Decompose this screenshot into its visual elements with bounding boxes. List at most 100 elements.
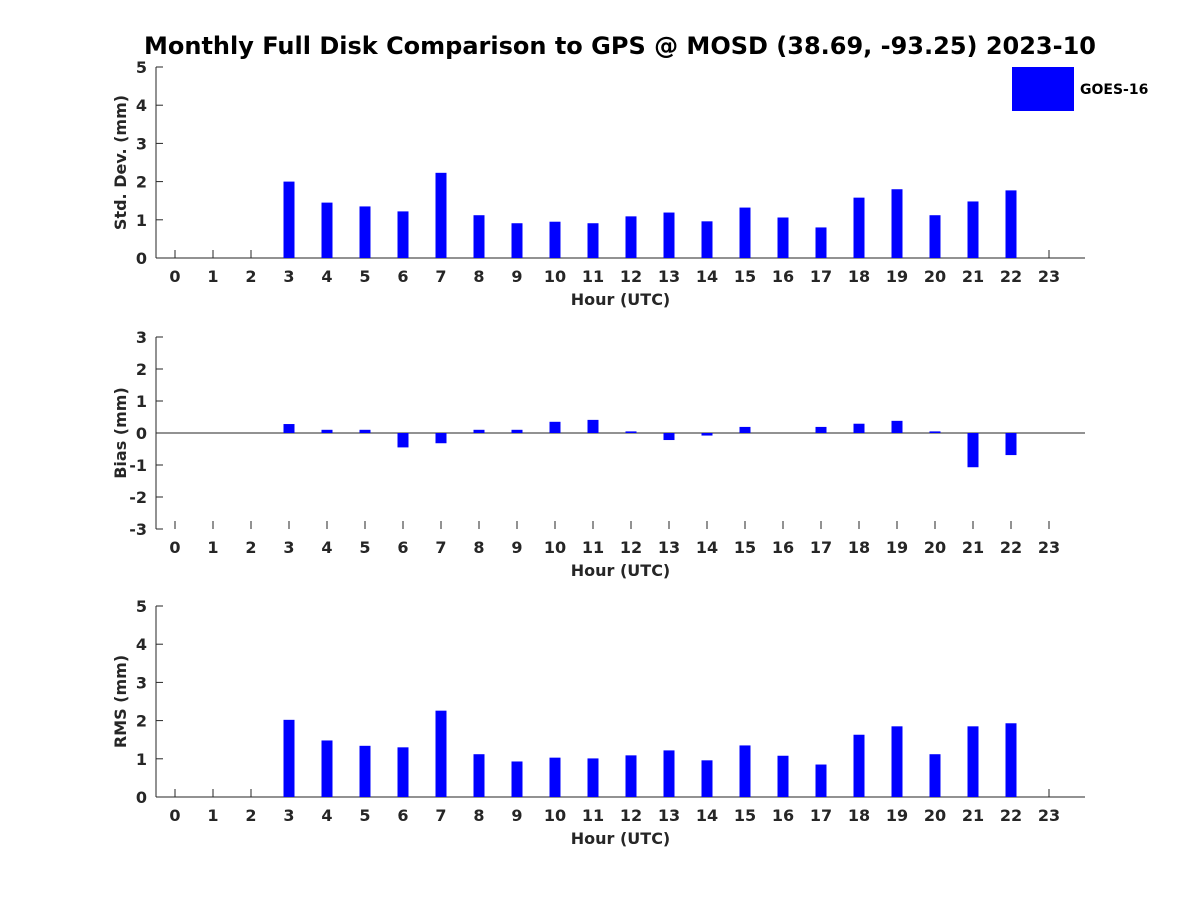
x-tick-label: 22 xyxy=(1000,538,1022,557)
bar-std-hour-7 xyxy=(435,172,447,258)
x-tick-label: 21 xyxy=(962,267,984,286)
x-tick-label: 1 xyxy=(207,267,218,286)
x-tick-label: 10 xyxy=(544,538,566,557)
bar-rms-hour-22 xyxy=(1005,723,1017,797)
x-tick-label: 4 xyxy=(321,538,332,557)
bar-std-hour-10 xyxy=(549,221,561,258)
x-tick-label: 18 xyxy=(848,538,870,557)
bar-bias-hour-10 xyxy=(549,421,561,433)
x-tick-label: 4 xyxy=(321,267,332,286)
y-tick-label: 3 xyxy=(136,673,147,692)
x-tick-label: 2 xyxy=(245,267,256,286)
x-tick-label: 14 xyxy=(696,267,718,286)
bar-std-hour-15 xyxy=(739,207,751,258)
x-tick-label: 23 xyxy=(1038,806,1060,825)
x-tick-label: 13 xyxy=(658,538,680,557)
x-tick-label: 12 xyxy=(620,267,642,286)
x-tick-label: 22 xyxy=(1000,267,1022,286)
x-tick-label: 12 xyxy=(620,806,642,825)
x-tick-label: 21 xyxy=(962,806,984,825)
bar-bias-hour-13 xyxy=(663,433,675,441)
x-tick-label: 19 xyxy=(886,538,908,557)
y-tick-label: 0 xyxy=(136,249,147,268)
x-tick-label: 9 xyxy=(511,806,522,825)
bar-rms-hour-10 xyxy=(549,757,561,797)
x-tick-label: 17 xyxy=(810,538,832,557)
x-tick-label: 5 xyxy=(359,806,370,825)
x-tick-label: 7 xyxy=(435,538,446,557)
x-tick-label: 8 xyxy=(473,267,484,286)
bar-rms-hour-17 xyxy=(815,764,827,797)
bar-bias-hour-8 xyxy=(473,429,485,433)
bar-rms-hour-3 xyxy=(283,719,295,797)
y-axis-label: Bias (mm) xyxy=(111,387,130,479)
x-tick-label: 3 xyxy=(283,806,294,825)
bar-std-hour-16 xyxy=(777,217,789,258)
bar-std-hour-21 xyxy=(967,201,979,258)
bar-rms-hour-11 xyxy=(587,758,599,797)
x-tick-label: 11 xyxy=(582,538,604,557)
bar-rms-hour-9 xyxy=(511,761,523,797)
x-tick-label: 2 xyxy=(245,538,256,557)
x-axis-label: Hour (UTC) xyxy=(571,829,671,848)
bar-bias-hour-6 xyxy=(397,433,409,448)
y-tick-label: 5 xyxy=(136,58,147,77)
bar-rms-hour-16 xyxy=(777,755,789,797)
bar-std-hour-22 xyxy=(1005,190,1017,258)
y-tick-label: 0 xyxy=(136,424,147,443)
x-axis-label: Hour (UTC) xyxy=(571,561,671,580)
x-tick-label: 0 xyxy=(169,538,180,557)
x-tick-label: 8 xyxy=(473,538,484,557)
bar-bias-hour-9 xyxy=(511,429,523,433)
x-tick-label: 6 xyxy=(397,806,408,825)
x-tick-label: 14 xyxy=(696,538,718,557)
bar-std-hour-9 xyxy=(511,223,523,258)
legend-label: GOES-16 xyxy=(1080,82,1148,98)
bar-std-hour-6 xyxy=(397,211,409,258)
bar-bias-hour-14 xyxy=(701,433,713,436)
legend: GOES-16 xyxy=(1012,67,1148,111)
y-tick-label: 2 xyxy=(136,173,147,192)
y-axis-label: Std. Dev. (mm) xyxy=(111,95,130,230)
x-tick-label: 16 xyxy=(772,267,794,286)
x-tick-label: 15 xyxy=(734,538,756,557)
x-tick-label: 15 xyxy=(734,806,756,825)
bar-std-hour-19 xyxy=(891,189,903,258)
x-tick-label: 20 xyxy=(924,538,946,557)
bar-std-hour-5 xyxy=(359,206,371,258)
x-tick-label: 8 xyxy=(473,806,484,825)
x-tick-label: 19 xyxy=(886,267,908,286)
bar-rms-hour-14 xyxy=(701,760,713,797)
y-tick-label: 2 xyxy=(136,360,147,379)
x-tick-label: 20 xyxy=(924,267,946,286)
bar-rms-hour-19 xyxy=(891,726,903,797)
bar-bias-hour-19 xyxy=(891,420,903,433)
y-tick-label: 3 xyxy=(136,328,147,347)
x-tick-label: 22 xyxy=(1000,806,1022,825)
x-tick-label: 2 xyxy=(245,806,256,825)
x-tick-label: 16 xyxy=(772,806,794,825)
bar-std-hour-8 xyxy=(473,215,485,258)
bar-rms-hour-4 xyxy=(321,740,333,797)
bar-rms-hour-21 xyxy=(967,726,979,797)
x-tick-label: 9 xyxy=(511,267,522,286)
y-tick-label: -1 xyxy=(129,456,147,475)
y-axis-label: RMS (mm) xyxy=(111,655,130,748)
bar-std-hour-20 xyxy=(929,215,941,258)
legend-swatch xyxy=(1012,67,1074,111)
bar-bias-hour-4 xyxy=(321,429,333,433)
bar-rms-hour-13 xyxy=(663,750,675,797)
x-tick-label: 4 xyxy=(321,806,332,825)
bar-std-hour-12 xyxy=(625,216,637,258)
x-tick-label: 3 xyxy=(283,538,294,557)
x-tick-label: 17 xyxy=(810,806,832,825)
x-tick-label: 21 xyxy=(962,538,984,557)
bar-bias-hour-20 xyxy=(929,431,941,433)
bar-rms-hour-6 xyxy=(397,747,409,797)
x-tick-label: 9 xyxy=(511,538,522,557)
x-tick-label: 7 xyxy=(435,806,446,825)
